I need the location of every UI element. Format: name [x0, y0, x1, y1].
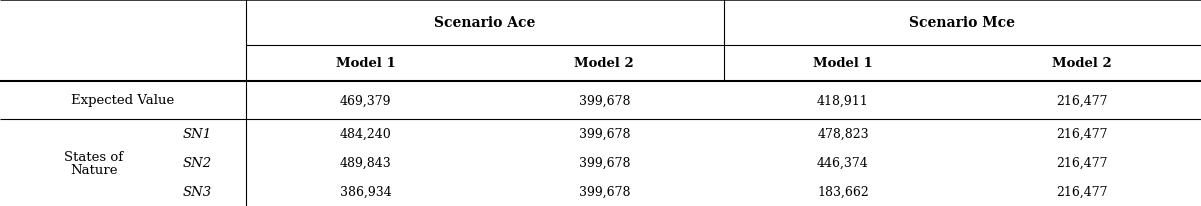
- Text: 489,843: 489,843: [340, 156, 392, 169]
- Text: 216,477: 216,477: [1056, 156, 1107, 169]
- Text: 386,934: 386,934: [340, 185, 392, 198]
- Text: SN2: SN2: [183, 156, 211, 169]
- Text: Model 2: Model 2: [574, 57, 634, 70]
- Text: 216,477: 216,477: [1056, 128, 1107, 140]
- Text: 183,662: 183,662: [817, 185, 868, 198]
- Text: Expected Value: Expected Value: [72, 94, 174, 107]
- Text: Scenario Ace: Scenario Ace: [435, 16, 536, 30]
- Text: 399,678: 399,678: [579, 185, 631, 198]
- Text: 216,477: 216,477: [1056, 94, 1107, 107]
- Text: Scenario Mce: Scenario Mce: [909, 16, 1015, 30]
- Text: Model 2: Model 2: [1052, 57, 1112, 70]
- Text: States of: States of: [64, 150, 124, 163]
- Text: Nature: Nature: [70, 163, 118, 176]
- Text: Model 1: Model 1: [813, 57, 873, 70]
- Text: 399,678: 399,678: [579, 128, 631, 140]
- Text: 469,379: 469,379: [340, 94, 392, 107]
- Text: SN3: SN3: [183, 185, 211, 198]
- Text: 399,678: 399,678: [579, 156, 631, 169]
- Text: 418,911: 418,911: [817, 94, 868, 107]
- Text: 399,678: 399,678: [579, 94, 631, 107]
- Text: 484,240: 484,240: [340, 128, 392, 140]
- Text: 216,477: 216,477: [1056, 185, 1107, 198]
- Text: Model 1: Model 1: [335, 57, 395, 70]
- Text: 446,374: 446,374: [817, 156, 868, 169]
- Text: 478,823: 478,823: [817, 128, 868, 140]
- Text: SN1: SN1: [183, 128, 211, 140]
